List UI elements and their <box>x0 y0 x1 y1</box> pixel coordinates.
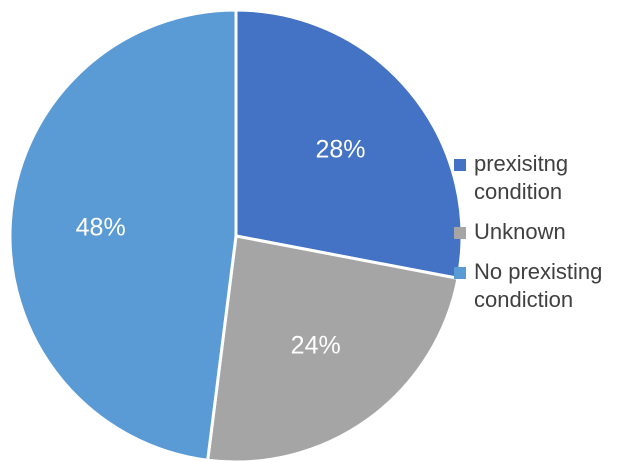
legend-swatch-no-prexisting-condiction <box>454 267 466 279</box>
pie-slice-unknown <box>206 234 460 461</box>
data-label-prexisitng-condition: 28% <box>315 136 365 164</box>
data-label-no-prexisting-condiction: 48% <box>76 213 126 241</box>
legend-item-no-prexisting-condiction: No prexisting condiction <box>454 258 632 314</box>
legend-item-prexisitng-condition: prexisitng condition <box>454 150 632 206</box>
pie-slice-no-prexisting-condiction <box>8 8 238 461</box>
data-label-unknown: 24% <box>291 332 341 360</box>
legend-label-no-prexisting-condiction: No prexisting condiction <box>474 259 603 312</box>
legend-swatch-unknown <box>454 227 466 239</box>
legend-label-prexisitng-condition: prexisitng condition <box>474 151 569 204</box>
legend-item-unknown: Unknown <box>454 218 632 246</box>
chart-legend: prexisitng condition Unknown No prexisti… <box>454 150 632 326</box>
legend-label-unknown: Unknown <box>474 219 566 244</box>
legend-swatch-prexisitng-condition <box>454 159 466 171</box>
